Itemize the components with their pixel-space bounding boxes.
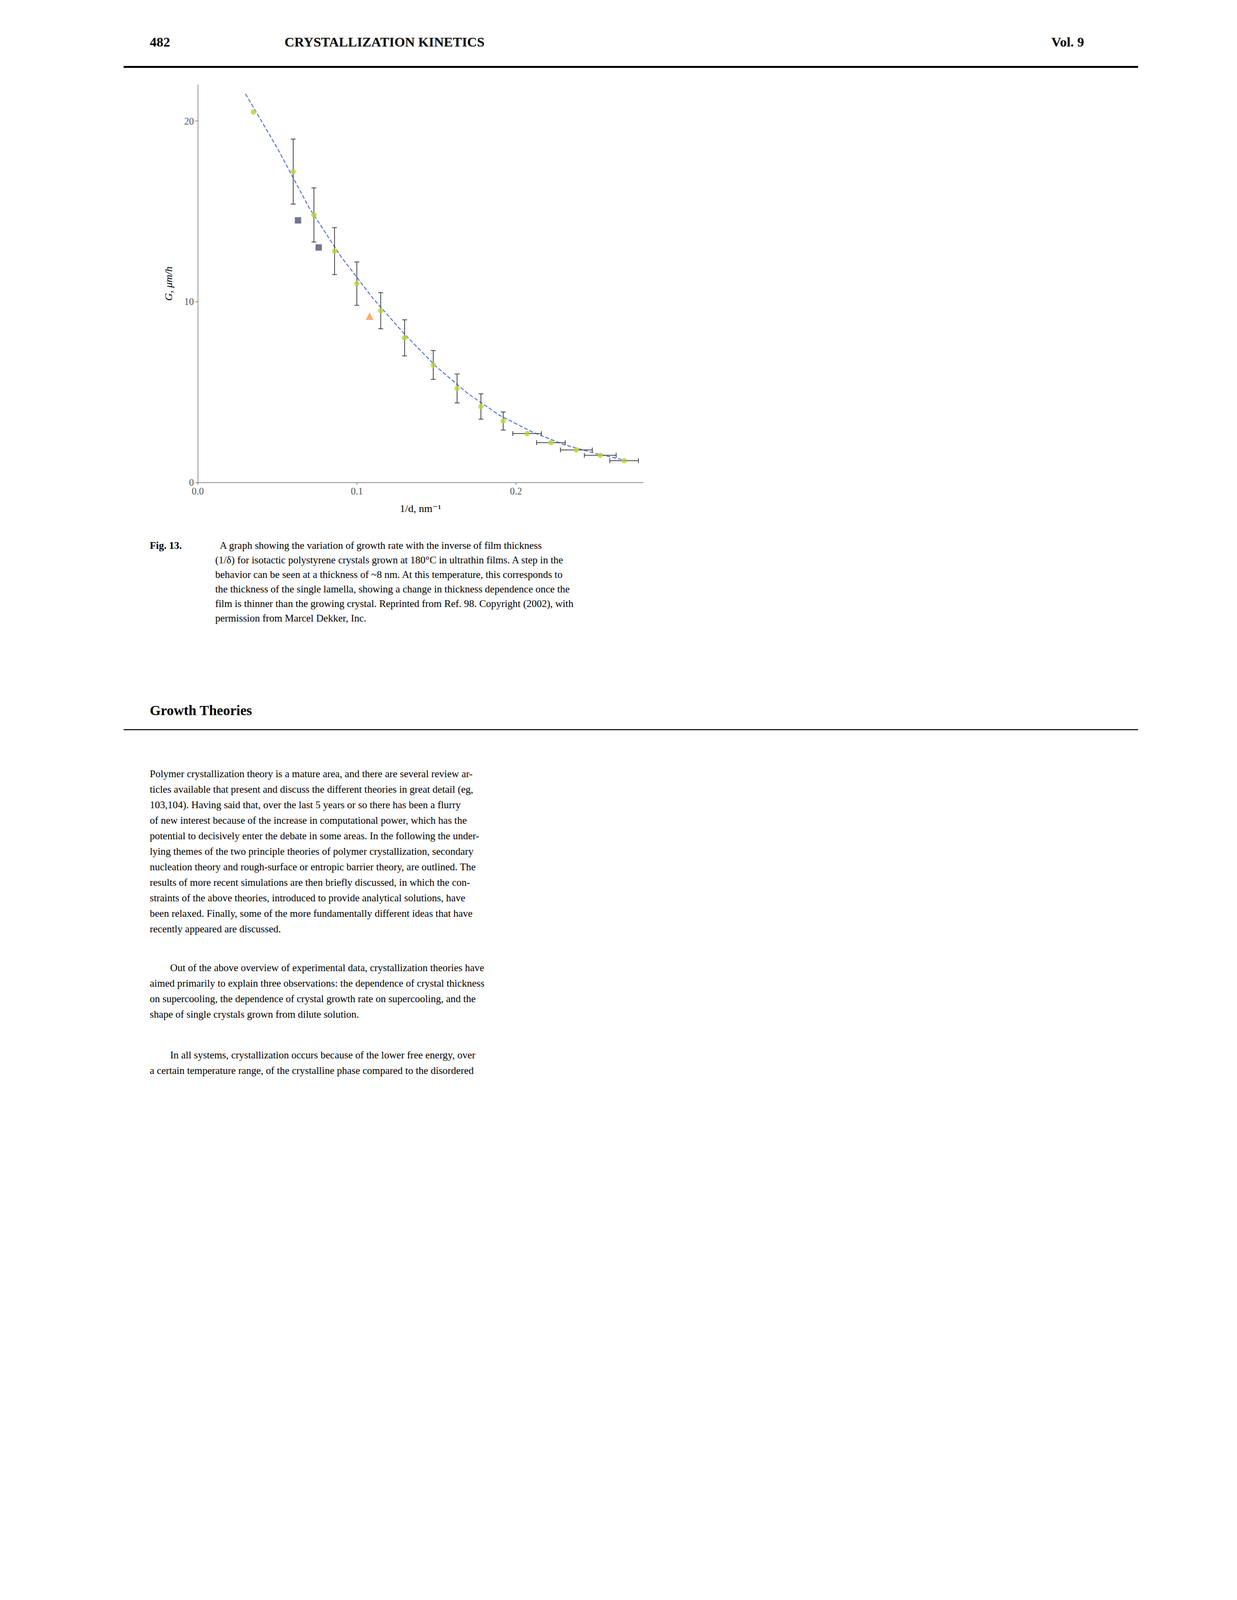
svg-text:a certain temperature range, o: a certain temperature range, of the crys… xyxy=(149,1064,475,1077)
svg-text:Growth Theories: Growth Theories xyxy=(149,702,253,718)
svg-text:1/d, nm⁻¹: 1/d, nm⁻¹ xyxy=(399,502,442,515)
svg-text:A graph showing the variation: A graph showing the variation of growth … xyxy=(215,539,542,552)
svg-text:nucleation theory and rough-su: nucleation theory and rough-surface or e… xyxy=(149,860,476,873)
svg-text:CRYSTALLIZATION KINETICS: CRYSTALLIZATION KINETICS xyxy=(284,34,485,50)
svg-text:0.1: 0.1 xyxy=(350,485,364,497)
svg-text:aimed primarily to explain thr: aimed primarily to explain three observa… xyxy=(149,977,485,989)
svg-text:0: 0 xyxy=(189,476,194,488)
svg-text:been relaxed. Finally, some of: been relaxed. Finally, some of the more … xyxy=(149,907,473,920)
svg-text:lying themes of the two princi: lying themes of the two principle theori… xyxy=(149,845,474,857)
svg-text:film is thinner than the growi: film is thinner than the growing crystal… xyxy=(215,597,574,610)
svg-text:straints of the above theories: straints of the above theories, introduc… xyxy=(149,891,466,904)
svg-text:20: 20 xyxy=(184,115,194,127)
svg-text:482: 482 xyxy=(149,34,171,50)
svg-text:shape of single crystals grown: shape of single crystals grown from dilu… xyxy=(149,1008,360,1020)
svg-text:Fig. 13.: Fig. 13. xyxy=(149,539,182,552)
svg-text:(1/δ) for isotactic polystyren: (1/δ) for isotactic polystyrene crystals… xyxy=(215,554,564,566)
svg-text:Vol. 9: Vol. 9 xyxy=(1051,34,1084,50)
svg-text:on supercooling, the dependenc: on supercooling, the dependence of cryst… xyxy=(149,992,476,1005)
svg-text:permission from Marcel Dekker,: permission from Marcel Dekker, Inc. xyxy=(215,612,367,624)
svg-text:potential to decisively enter: potential to decisively enter the debate… xyxy=(149,829,480,842)
svg-text:ticles available that present: ticles available that present and discus… xyxy=(149,783,474,795)
svg-text:Out of the above overview of e: Out of the above overview of experimenta… xyxy=(149,961,485,974)
svg-text:of new interest because of the: of new interest because of the increase … xyxy=(149,814,467,826)
svg-text:10: 10 xyxy=(184,296,194,307)
svg-text:Polymer crystallization theory: Polymer crystallization theory is a matu… xyxy=(149,767,473,780)
svg-text:0.0: 0.0 xyxy=(191,485,205,497)
svg-text:0.2: 0.2 xyxy=(509,485,523,497)
svg-text:recently appeared are discusse: recently appeared are discussed. xyxy=(149,922,282,935)
svg-text:G, μm/h: G, μm/h xyxy=(162,266,175,302)
svg-text:the thickness of the single la: the thickness of the single lamella, sho… xyxy=(215,583,570,595)
svg-text:behavior can be seen at a thic: behavior can be seen at a thickness of ~… xyxy=(215,568,563,581)
svg-text:103,104). Having said that, ov: 103,104). Having said that, over the las… xyxy=(149,798,461,811)
svg-text:In all systems, crystallizatio: In all systems, crystallization occurs b… xyxy=(149,1048,476,1061)
svg-text:results of more recent simulat: results of more recent simulations are t… xyxy=(149,876,471,889)
